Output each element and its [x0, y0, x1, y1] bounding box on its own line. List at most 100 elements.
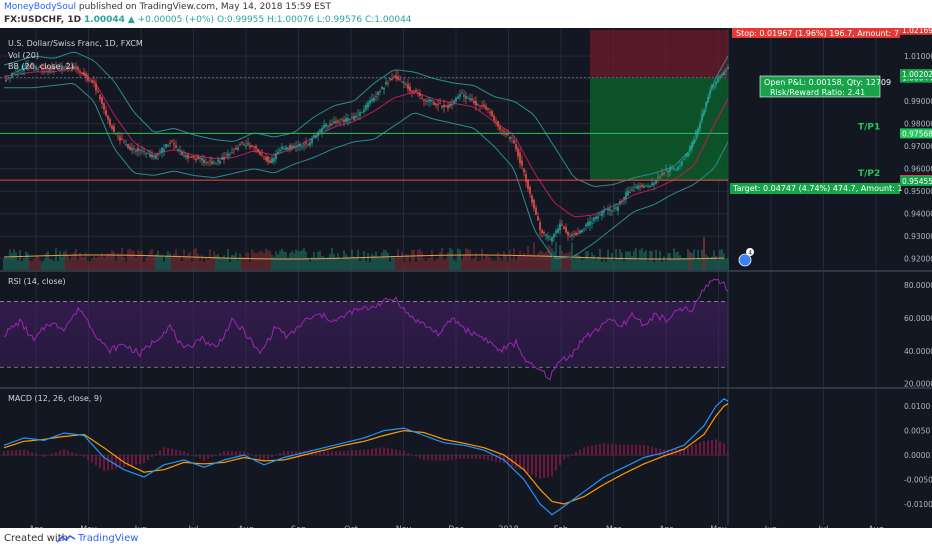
candle-body — [701, 113, 703, 121]
candle-body — [457, 96, 459, 99]
candle-body — [31, 64, 33, 66]
volume-bar — [709, 259, 711, 270]
macd-histogram-bar — [151, 455, 153, 457]
candle-body — [587, 221, 589, 226]
macd-histogram-bar — [527, 455, 529, 473]
macd-histogram-bar — [115, 455, 117, 469]
volume-bar — [343, 250, 345, 270]
candle-body — [277, 151, 279, 154]
volume-bar — [241, 256, 243, 270]
candle-body — [667, 170, 669, 173]
volume-bar — [401, 251, 403, 270]
volume-bar — [455, 261, 457, 270]
candle-body — [291, 145, 293, 149]
macd-histogram-bar — [667, 449, 669, 456]
macd-histogram-bar — [95, 455, 97, 466]
volume-bar — [713, 249, 715, 270]
volume-bar — [337, 253, 339, 270]
macd-histogram-bar — [643, 444, 645, 456]
macd-tick-label: -0.0100 — [904, 500, 932, 509]
volume-bar — [299, 251, 301, 270]
volume-bar — [97, 256, 99, 270]
candle-body — [541, 230, 543, 234]
volume-bar — [301, 250, 303, 270]
macd-histogram-bar — [387, 447, 389, 456]
macd-histogram-bar — [439, 455, 441, 461]
macd-histogram-bar — [695, 444, 697, 456]
volume-bar — [497, 252, 499, 270]
author-name[interactable]: MoneyBodySoul — [4, 2, 76, 12]
volume-bar — [63, 251, 65, 270]
candle-body — [681, 160, 683, 166]
chart-svg[interactable]: T/P1 T/P2 Stop: 0.01967 (1.96%) 196.7, Amo… — [0, 28, 932, 528]
candle-body — [51, 66, 53, 69]
volume-bar — [359, 260, 361, 270]
candle-body — [35, 66, 37, 68]
candle-body — [699, 123, 701, 129]
volume-bar — [663, 256, 665, 270]
macd-histogram-bar — [159, 450, 161, 456]
volume-bar — [705, 254, 707, 270]
volume-bar — [257, 252, 259, 270]
candle-body — [493, 115, 495, 121]
volume-bar — [649, 250, 651, 270]
candle-body — [579, 230, 581, 234]
candle-body — [271, 158, 273, 163]
tradingview-brand[interactable]: TradingView — [78, 533, 139, 544]
candle-body — [299, 144, 301, 147]
candle-body — [215, 162, 217, 164]
candle-body — [307, 144, 309, 146]
candle-body — [47, 70, 49, 72]
volume-bar — [551, 248, 553, 270]
macd-histogram-bar — [375, 448, 377, 456]
candle-body — [519, 152, 521, 164]
volume-bar — [139, 251, 141, 270]
candle-body — [273, 158, 275, 162]
candle-body — [425, 100, 427, 102]
volume-bar — [65, 250, 67, 270]
volume-bar — [471, 259, 473, 270]
volume-bar — [305, 251, 307, 270]
macd-histogram-bar — [75, 453, 77, 456]
candle-body — [649, 185, 651, 188]
volume-bar — [287, 257, 289, 270]
rsi-tick-label: 40.0000 — [904, 347, 932, 356]
volume-bar — [71, 256, 73, 270]
volume-bar — [391, 256, 393, 270]
volume-bar — [593, 255, 595, 270]
volume-bar — [309, 261, 311, 270]
candle-body — [195, 158, 197, 161]
volume-bar — [319, 250, 321, 270]
volume-bar — [233, 255, 235, 270]
volume-bar — [353, 256, 355, 270]
candle-body — [171, 140, 173, 142]
macd-histogram-bar — [723, 443, 725, 456]
candle-body — [103, 103, 105, 110]
macd-histogram-bar — [395, 449, 397, 456]
candle-body — [709, 90, 711, 96]
candle-body — [53, 66, 55, 70]
candle-body — [377, 91, 379, 95]
candle-body — [603, 210, 605, 213]
candle-body — [239, 144, 241, 146]
chart-area[interactable]: T/P1 T/P2 Stop: 0.01967 (1.96%) 196.7, Amo… — [0, 28, 932, 528]
candle-body — [721, 73, 723, 77]
candle-body — [337, 120, 339, 123]
candle-body — [617, 206, 619, 212]
candle-body — [471, 98, 473, 101]
volume-bar — [253, 251, 255, 270]
macd-histogram-bar — [19, 449, 21, 456]
candle-body — [427, 100, 429, 102]
volume-bar — [505, 254, 507, 270]
volume-bar — [365, 261, 367, 270]
candle-body — [65, 65, 67, 67]
macd-histogram-bar — [503, 455, 505, 464]
candle-body — [201, 157, 203, 161]
candle-body — [539, 222, 541, 230]
volume-bar — [577, 254, 579, 270]
volume-bar — [213, 251, 215, 270]
candle-body — [573, 233, 575, 235]
macd-histogram-bar — [491, 455, 493, 461]
macd-histogram-bar — [551, 455, 553, 477]
macd-histogram-bar — [703, 440, 705, 456]
